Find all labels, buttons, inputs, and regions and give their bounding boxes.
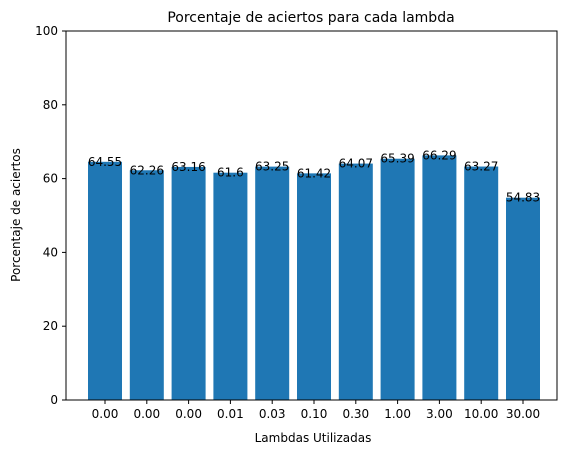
bar <box>297 173 331 400</box>
x-tick-label: 0.01 <box>217 407 244 421</box>
bar <box>506 197 540 400</box>
bar <box>380 158 415 400</box>
bar <box>422 155 457 400</box>
bar-value-label: 65.39 <box>380 152 414 166</box>
bar-value-label: 61.42 <box>297 166 331 180</box>
bar <box>171 166 206 400</box>
y-tick-label: 40 <box>43 245 58 259</box>
y-tick-label: 0 <box>50 393 58 407</box>
y-tick-label: 60 <box>43 172 58 186</box>
data-labels-layer: 64.55 62.26 63.16 61.6 63.25 61.42 64.07 65.39 6… <box>88 148 540 204</box>
bar-value-label: 63.16 <box>171 160 205 174</box>
bar-value-label: 62.26 <box>130 163 164 177</box>
bar-value-label: 64.07 <box>339 157 373 171</box>
plot-frame <box>65 30 558 401</box>
bar-value-label: 63.25 <box>255 160 289 174</box>
x-tick-label: 1.00 <box>384 407 411 421</box>
bar <box>255 166 290 400</box>
bar <box>464 166 499 400</box>
bar <box>88 161 122 400</box>
bar <box>338 163 373 400</box>
bar <box>129 170 164 400</box>
x-tick-label: 0.00 <box>92 407 119 421</box>
y-axis-label: Porcentaje de aciertos <box>9 148 23 282</box>
bar-value-label: 54.83 <box>506 191 540 205</box>
x-tick-label: 30.00 <box>506 407 540 421</box>
bar-value-label: 64.55 <box>88 155 122 169</box>
x-tick-label: 0.00 <box>133 407 160 421</box>
x-axis-label: Lambdas Utilizadas <box>255 431 372 445</box>
x-axis-ticks: 0.00 0.00 0.00 0.01 0.03 0.10 0.30 1.00 3.00 10.0… <box>92 400 540 421</box>
bars-layer <box>88 155 540 400</box>
x-tick-label: 0.00 <box>175 407 202 421</box>
bar-value-label: 61.6 <box>217 166 244 180</box>
chart-title: Porcentaje de aciertos para cada lambda <box>167 10 454 26</box>
x-tick-label: 0.03 <box>259 407 286 421</box>
bar-value-label: 63.27 <box>464 160 498 174</box>
y-tick-label: 80 <box>43 98 58 112</box>
bar-value-label: 66.29 <box>422 148 456 162</box>
x-tick-label: 0.30 <box>342 407 369 421</box>
bar <box>213 172 248 400</box>
y-tick-label: 20 <box>43 319 58 333</box>
y-tick-label: 100 <box>35 24 58 38</box>
x-tick-label: 3.00 <box>426 407 453 421</box>
x-tick-label: 10.00 <box>464 407 498 421</box>
y-axis-ticks: 0 20 40 60 80 100 <box>35 24 66 407</box>
x-tick-label: 0.10 <box>301 407 328 421</box>
